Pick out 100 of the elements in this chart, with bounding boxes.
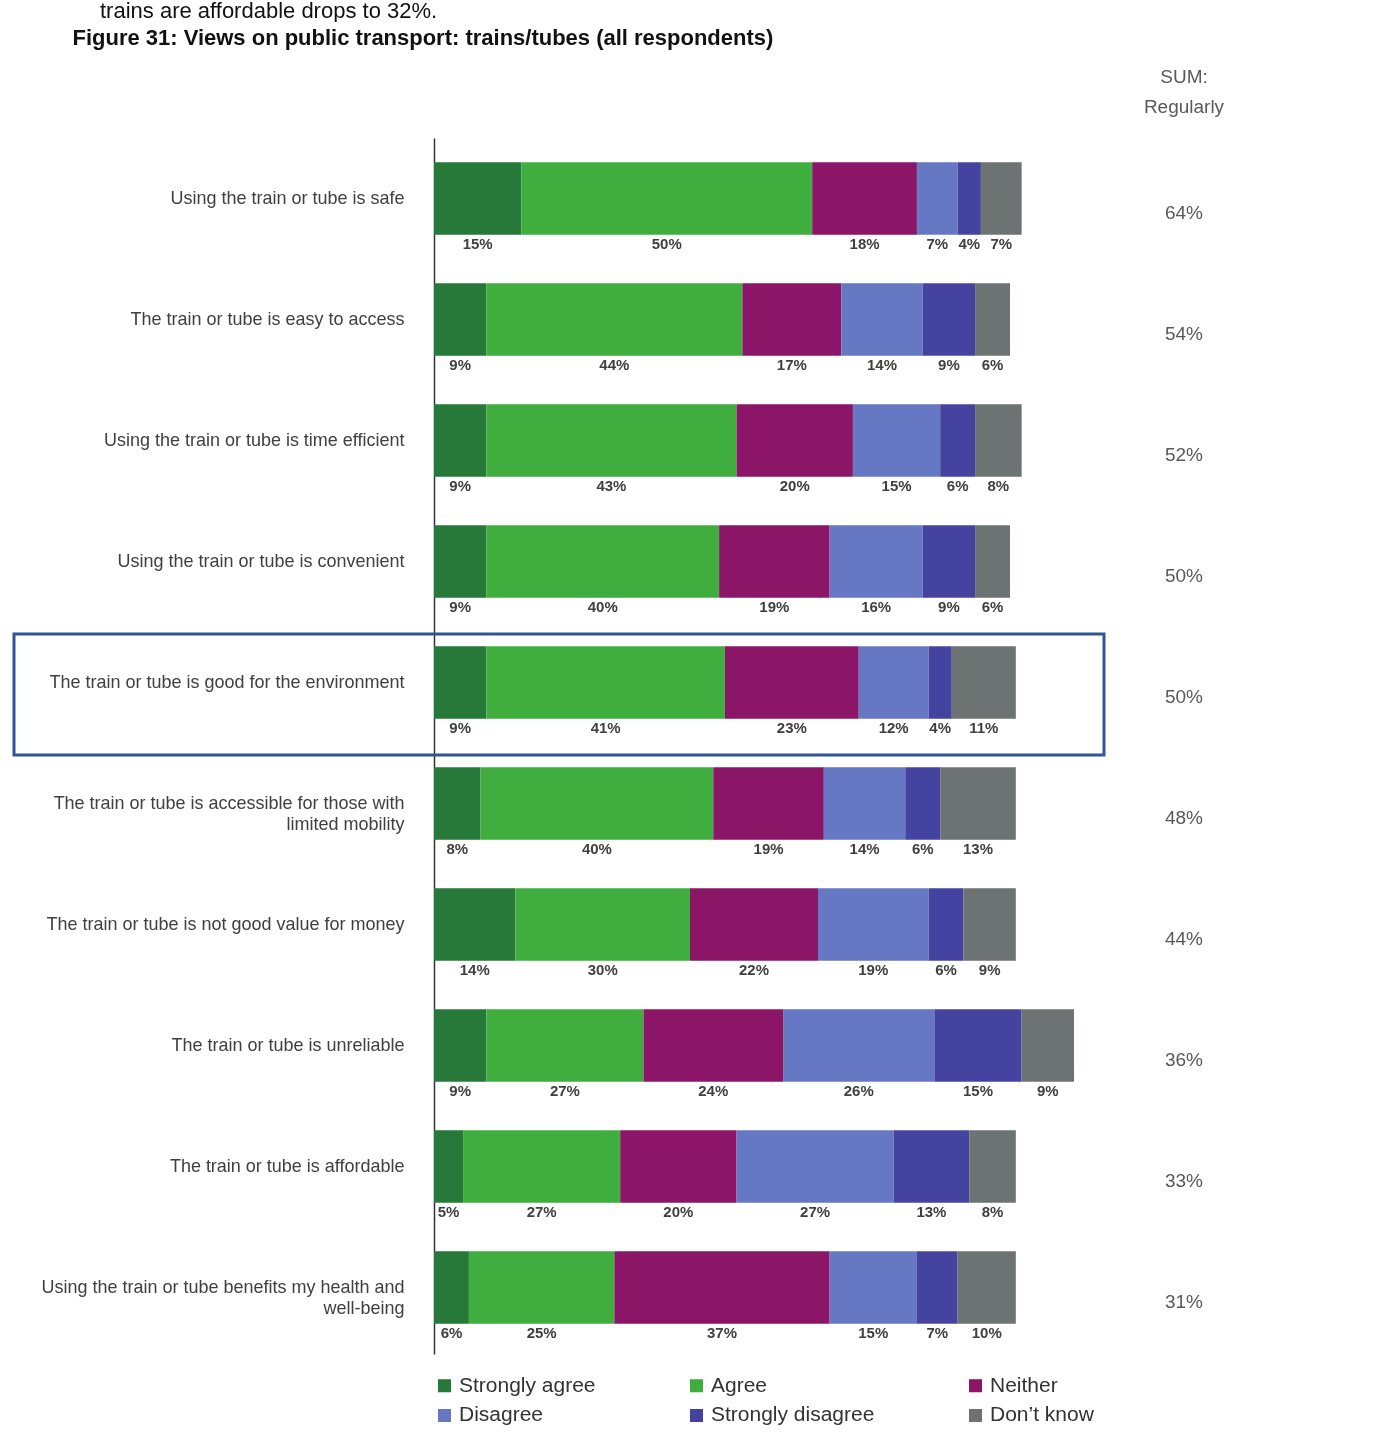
data-label: 40%	[587, 597, 618, 615]
text: 33%	[1165, 1170, 1204, 1192]
bar	[940, 767, 1016, 840]
data-label: 19%	[858, 960, 889, 978]
data-label: 6%	[935, 960, 957, 978]
bar	[724, 646, 859, 719]
data-label: 8%	[987, 476, 1010, 494]
bar	[852, 404, 941, 477]
data-label: 22%	[739, 960, 769, 978]
bar	[957, 1251, 1016, 1324]
bar	[812, 162, 917, 235]
data-label: 15%	[963, 1081, 993, 1099]
data-label: 9%	[938, 597, 960, 615]
data-label: 40%	[581, 839, 612, 857]
y-tick-label: Using the train or tube is safe	[170, 188, 405, 208]
text: 44%	[1165, 928, 1204, 950]
bar	[818, 888, 929, 961]
bar	[980, 162, 1022, 235]
bar	[742, 283, 842, 356]
data-label: 27%	[549, 1081, 580, 1099]
legend-label: Agree	[711, 1372, 767, 1396]
bar	[486, 283, 743, 356]
data-label: 4%	[929, 718, 952, 736]
y-tick-label: The train or tube is affordable	[169, 1156, 405, 1176]
bar	[922, 525, 976, 598]
bar	[434, 767, 481, 840]
bar	[480, 767, 714, 840]
data-label: 12%	[878, 718, 909, 736]
data-label: 18%	[849, 234, 880, 252]
data-label: 9%	[449, 1081, 472, 1099]
data-label: 15%	[858, 1323, 889, 1341]
bar	[829, 1251, 917, 1324]
bar	[975, 404, 1022, 477]
data-label: 50%	[651, 234, 682, 252]
data-label: 43%	[596, 476, 627, 494]
bar	[1021, 1009, 1074, 1082]
bar	[434, 1130, 464, 1203]
bar	[940, 404, 976, 477]
text: 54%	[1165, 323, 1204, 345]
bar	[515, 888, 690, 961]
data-label: 20%	[663, 1202, 694, 1220]
chart-title: Figure 31: Views on public transport: trains/tubes (all respondents)	[72, 25, 774, 51]
y-tick-label: The train or tube is good for the environment	[49, 672, 405, 692]
y-tick-label: The train or tube is unreliable	[171, 1035, 405, 1055]
bar	[957, 162, 981, 235]
bar	[905, 767, 941, 840]
data-label: 27%	[800, 1202, 831, 1220]
data-label: 14%	[867, 355, 897, 373]
text: 52%	[1165, 444, 1204, 466]
data-label: 44%	[599, 355, 630, 373]
bar	[922, 283, 976, 356]
text: 50%	[1165, 565, 1204, 587]
y-tick-label: Using the train or tube is time efficient	[103, 430, 405, 450]
bar	[690, 888, 818, 961]
data-label: 9%	[449, 718, 472, 736]
data-label: 20%	[779, 476, 810, 494]
text: 31%	[1165, 1291, 1204, 1313]
bar	[783, 1009, 935, 1082]
bar	[486, 646, 725, 719]
data-label: 9%	[449, 597, 472, 615]
data-label: 6%	[440, 1323, 463, 1341]
data-label: 19%	[753, 839, 784, 857]
bar	[736, 404, 853, 477]
data-label: 41%	[590, 718, 621, 736]
bar	[486, 404, 737, 477]
data-label: 6%	[946, 476, 969, 494]
bar	[736, 1130, 894, 1203]
bar	[434, 1251, 469, 1324]
legend-label: Neither	[990, 1372, 1058, 1396]
bar	[468, 1251, 615, 1324]
data-label: 16%	[861, 597, 892, 615]
bar	[434, 525, 487, 598]
bar	[713, 767, 824, 840]
data-label: 9%	[449, 355, 472, 373]
bar	[916, 1251, 958, 1324]
data-label: 6%	[981, 355, 1004, 373]
data-label: 14%	[849, 839, 880, 857]
bar	[928, 888, 964, 961]
bar	[969, 1130, 1016, 1203]
bar	[486, 1009, 644, 1082]
data-label: 6%	[911, 839, 934, 857]
bar	[434, 646, 487, 719]
data-label: 26%	[843, 1081, 874, 1099]
bar	[829, 525, 923, 598]
bar	[841, 283, 923, 356]
bar	[934, 1009, 1022, 1082]
y-tick-label: Using the train or tube is convenient	[117, 551, 405, 571]
text: 48%	[1165, 807, 1204, 829]
legend-label: Strongly disagree	[711, 1402, 875, 1426]
data-label: 37%	[707, 1323, 737, 1341]
legend-label: Don’t know	[990, 1402, 1095, 1426]
y-tick-label: The train or tube is accessible for those with limited mobility	[53, 793, 405, 834]
bar	[928, 646, 952, 719]
data-label: 9%	[449, 476, 472, 494]
bar	[434, 404, 487, 477]
bar	[434, 888, 516, 961]
text: 64%	[1165, 202, 1204, 224]
data-label: 23%	[776, 718, 807, 736]
bar	[643, 1009, 784, 1082]
text: 36%	[1165, 1049, 1204, 1071]
